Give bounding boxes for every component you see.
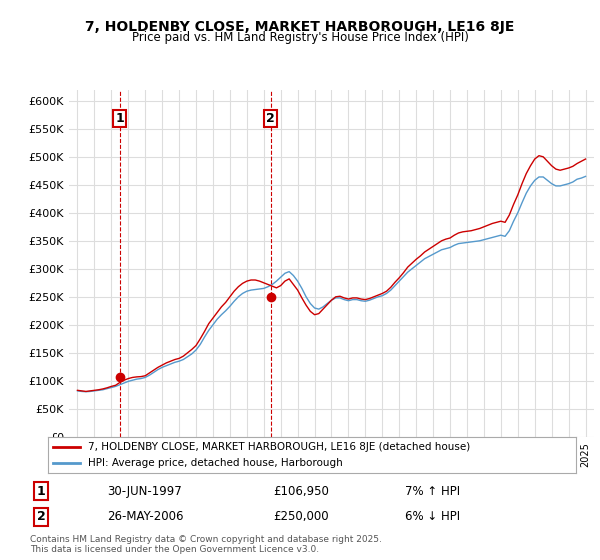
Text: 30-JUN-1997: 30-JUN-1997 bbox=[107, 485, 182, 498]
Text: 6% ↓ HPI: 6% ↓ HPI bbox=[406, 510, 460, 523]
Text: Price paid vs. HM Land Registry's House Price Index (HPI): Price paid vs. HM Land Registry's House … bbox=[131, 31, 469, 44]
Text: 7, HOLDENBY CLOSE, MARKET HARBOROUGH, LE16 8JE (detached house): 7, HOLDENBY CLOSE, MARKET HARBOROUGH, LE… bbox=[88, 442, 470, 452]
Text: £106,950: £106,950 bbox=[273, 485, 329, 498]
Text: 2: 2 bbox=[37, 510, 46, 523]
Text: 2: 2 bbox=[266, 112, 275, 125]
Text: 1: 1 bbox=[115, 112, 124, 125]
Text: £250,000: £250,000 bbox=[273, 510, 329, 523]
Text: 1: 1 bbox=[37, 485, 46, 498]
Text: 7, HOLDENBY CLOSE, MARKET HARBOROUGH, LE16 8JE: 7, HOLDENBY CLOSE, MARKET HARBOROUGH, LE… bbox=[85, 20, 515, 34]
Text: Contains HM Land Registry data © Crown copyright and database right 2025.
This d: Contains HM Land Registry data © Crown c… bbox=[30, 535, 382, 554]
Text: 26-MAY-2006: 26-MAY-2006 bbox=[107, 510, 184, 523]
Text: 7% ↑ HPI: 7% ↑ HPI bbox=[406, 485, 460, 498]
Text: HPI: Average price, detached house, Harborough: HPI: Average price, detached house, Harb… bbox=[88, 458, 343, 468]
